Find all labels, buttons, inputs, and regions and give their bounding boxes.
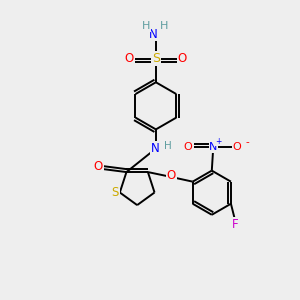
- Text: H: H: [142, 21, 151, 31]
- Text: F: F: [232, 218, 239, 231]
- Text: O: O: [167, 169, 176, 182]
- Text: O: O: [178, 52, 187, 65]
- Text: H: H: [160, 21, 168, 31]
- Text: S: S: [152, 52, 160, 65]
- Text: S: S: [112, 186, 119, 199]
- Text: O: O: [125, 52, 134, 65]
- Text: +: +: [215, 137, 222, 146]
- Text: O: O: [232, 142, 241, 152]
- Text: O: O: [94, 160, 103, 173]
- Text: N: N: [209, 142, 218, 152]
- Text: O: O: [184, 142, 193, 152]
- Text: H: H: [164, 141, 172, 151]
- Text: N: N: [151, 142, 160, 155]
- Text: N: N: [149, 28, 158, 41]
- Text: -: -: [245, 137, 249, 147]
